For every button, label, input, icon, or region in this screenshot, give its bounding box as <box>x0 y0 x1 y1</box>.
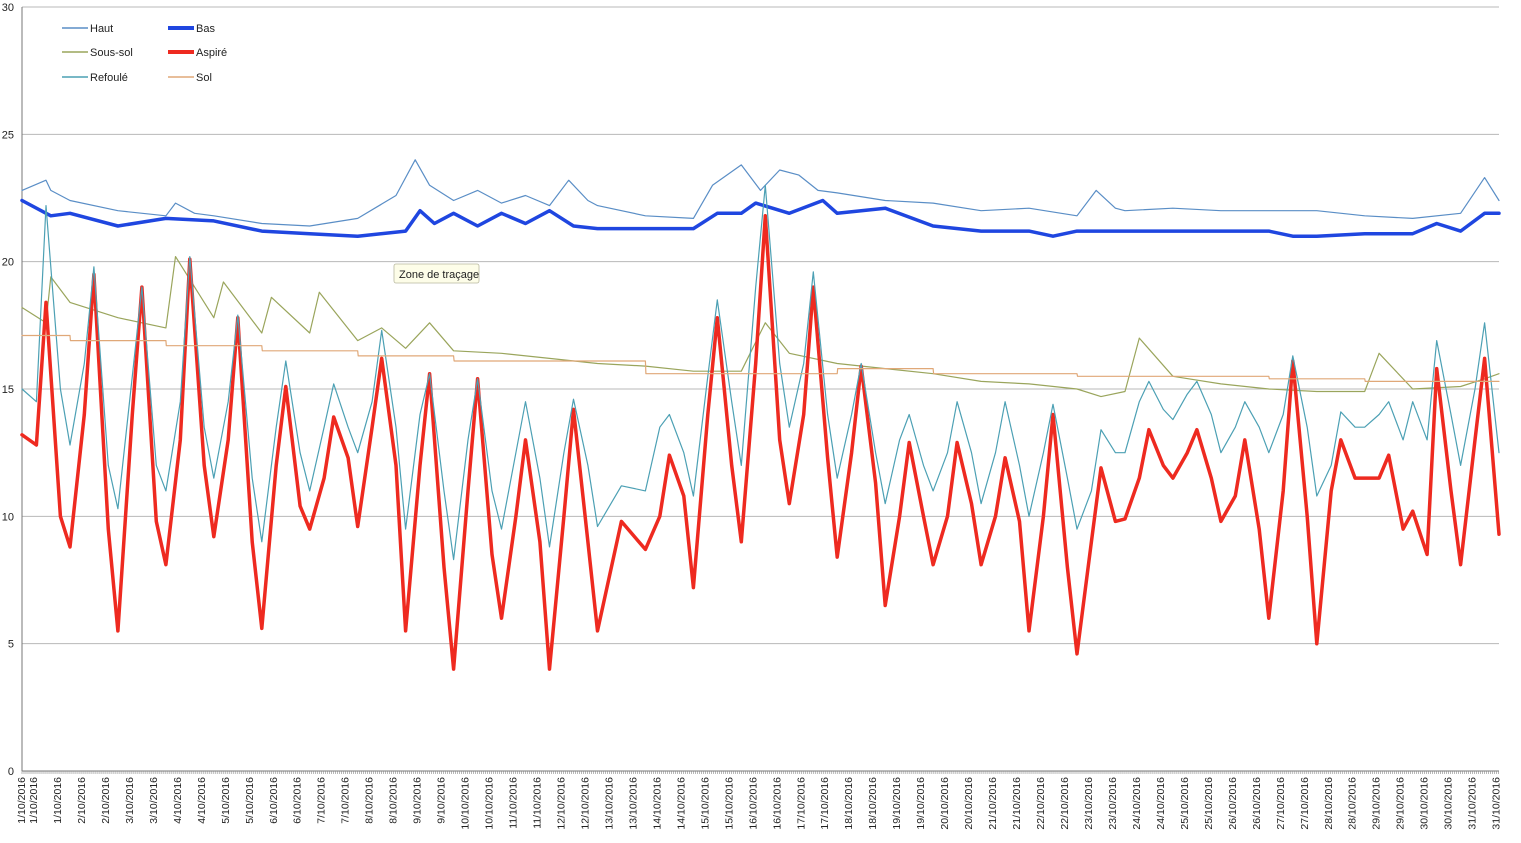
x-tick-label: 8/10/2016 <box>388 777 400 824</box>
series-line-bas <box>20 198 1501 238</box>
x-tick-label: 7/10/2016 <box>340 777 352 824</box>
x-tick-label: 9/10/2016 <box>412 777 424 824</box>
x-axis-tick-labels: 1/10/2016 1/10/2016 1/10/2016 2/10/2016 2/10… <box>16 777 1503 830</box>
x-tick-label: 18/10/2016 <box>867 777 879 830</box>
x-tick-label: 13/10/2016 <box>603 777 615 830</box>
x-tick-label: 7/10/2016 <box>316 777 328 824</box>
x-tick-label: 9/10/2016 <box>436 777 448 824</box>
x-tick-label: 20/10/2016 <box>963 777 975 830</box>
x-tick-label: 15/10/2016 <box>699 777 711 830</box>
x-tick-label: 26/10/2016 <box>1227 777 1239 830</box>
y-tick-label-30: 30 <box>2 2 14 14</box>
y-axis-tick-labels: 0 5 10 15 20 25 30 <box>2 2 14 778</box>
x-tick-label: 10/10/2016 <box>484 777 496 830</box>
x-tick-label: 22/10/2016 <box>1035 777 1047 830</box>
x-tick-label: 27/10/2016 <box>1275 777 1287 830</box>
x-tick-label: 28/10/2016 <box>1323 777 1335 830</box>
x-tick-label: 16/10/2016 <box>747 777 759 830</box>
x-tick-label: 19/10/2016 <box>915 777 927 830</box>
x-tick-label: 26/10/2016 <box>1251 777 1263 830</box>
series-line-haut <box>21 159 1500 227</box>
x-tick-label: 25/10/2016 <box>1203 777 1215 830</box>
legend-label-aspire: Aspiré <box>196 47 227 59</box>
x-tick-label: 31/10/2016 <box>1491 777 1503 830</box>
gridlines <box>22 6 1499 772</box>
x-tick-label: 3/10/2016 <box>148 777 160 824</box>
x-tick-label: 12/10/2016 <box>579 777 591 830</box>
x-tick-label: 6/10/2016 <box>268 777 280 824</box>
x-tick-label: 18/10/2016 <box>843 777 855 830</box>
plot-area-tooltip: Zone de traçage <box>393 263 480 284</box>
x-tick-label: 30/10/2016 <box>1443 777 1455 830</box>
x-tick-label: 17/10/2016 <box>795 777 807 830</box>
legend-label-sous-sol: Sous-sol <box>90 47 133 59</box>
legend-label-haut: Haut <box>90 23 113 35</box>
tooltip-label: Zone de traçage <box>399 269 479 281</box>
x-tick-label: 17/10/2016 <box>819 777 831 830</box>
x-tick-label: 31/10/2016 <box>1467 777 1479 830</box>
x-tick-label: 30/10/2016 <box>1419 777 1431 830</box>
series-line-sol <box>21 334 1500 382</box>
x-tick-label: 1/10/2016 <box>16 777 28 824</box>
x-tick-label: 29/10/2016 <box>1395 777 1407 830</box>
y-tick-label-5: 5 <box>8 639 14 651</box>
x-tick-label: 16/10/2016 <box>771 777 783 830</box>
x-tick-label: 12/10/2016 <box>555 777 567 830</box>
x-tick-label: 2/10/2016 <box>76 777 88 824</box>
x-tick-label: 5/10/2016 <box>220 777 232 824</box>
x-tick-label: 2/10/2016 <box>100 777 112 824</box>
x-tick-label: 13/10/2016 <box>627 777 639 830</box>
y-tick-label-0: 0 <box>8 766 14 778</box>
series-line-aspire <box>20 214 1501 671</box>
series-line-refoule <box>21 184 1500 561</box>
x-tick-label: 22/10/2016 <box>1059 777 1071 830</box>
y-tick-label-25: 25 <box>2 129 14 141</box>
x-tick-label: 8/10/2016 <box>364 777 376 824</box>
x-tick-label: 10/10/2016 <box>460 777 472 830</box>
y-tick-label-10: 10 <box>2 511 14 523</box>
x-tick-label: 27/10/2016 <box>1299 777 1311 830</box>
x-tick-label: 24/10/2016 <box>1155 777 1167 830</box>
x-tick-label: 20/10/2016 <box>939 777 951 830</box>
y-tick-label-15: 15 <box>2 384 14 396</box>
legend: Haut Sous-sol Refoulé Bas Aspiré Sol <box>62 23 227 84</box>
x-tick-label: 4/10/2016 <box>196 777 208 824</box>
x-tick-label: 4/10/2016 <box>172 777 184 824</box>
tooltip-box <box>393 263 480 284</box>
x-tick-label: 14/10/2016 <box>651 777 663 830</box>
x-tick-label: 11/10/2016 <box>532 777 544 829</box>
x-tick-label: 29/10/2016 <box>1371 777 1383 830</box>
x-tick-label: 1/10/2016 <box>28 777 40 824</box>
x-tick-label: 15/10/2016 <box>723 777 735 830</box>
axes <box>21 7 1499 774</box>
x-tick-label: 21/10/2016 <box>987 777 999 830</box>
series-line-sous-sol <box>21 256 1500 398</box>
y-tick-label-20: 20 <box>2 257 14 269</box>
legend-label-refoule: Refoulé <box>90 72 128 84</box>
x-tick-label: 3/10/2016 <box>124 777 136 824</box>
x-tick-label: 28/10/2016 <box>1347 777 1359 830</box>
legend-label-bas: Bas <box>196 23 215 35</box>
legend-label-sol: Sol <box>196 72 212 84</box>
x-tick-label: 23/10/2016 <box>1083 777 1095 830</box>
x-tick-label: 24/10/2016 <box>1131 777 1143 830</box>
series-lines <box>20 159 1501 671</box>
x-tick-label: 1/10/2016 <box>52 777 64 824</box>
x-tick-label: 11/10/2016 <box>508 777 520 829</box>
x-tick-label: 19/10/2016 <box>891 777 903 830</box>
x-tick-label: 5/10/2016 <box>244 777 256 824</box>
x-tick-label: 14/10/2016 <box>675 777 687 830</box>
x-tick-label: 21/10/2016 <box>1011 777 1023 830</box>
x-tick-label: 23/10/2016 <box>1107 777 1119 830</box>
x-tick-label: 25/10/2016 <box>1179 777 1191 830</box>
x-tick-label: 6/10/2016 <box>292 777 304 824</box>
